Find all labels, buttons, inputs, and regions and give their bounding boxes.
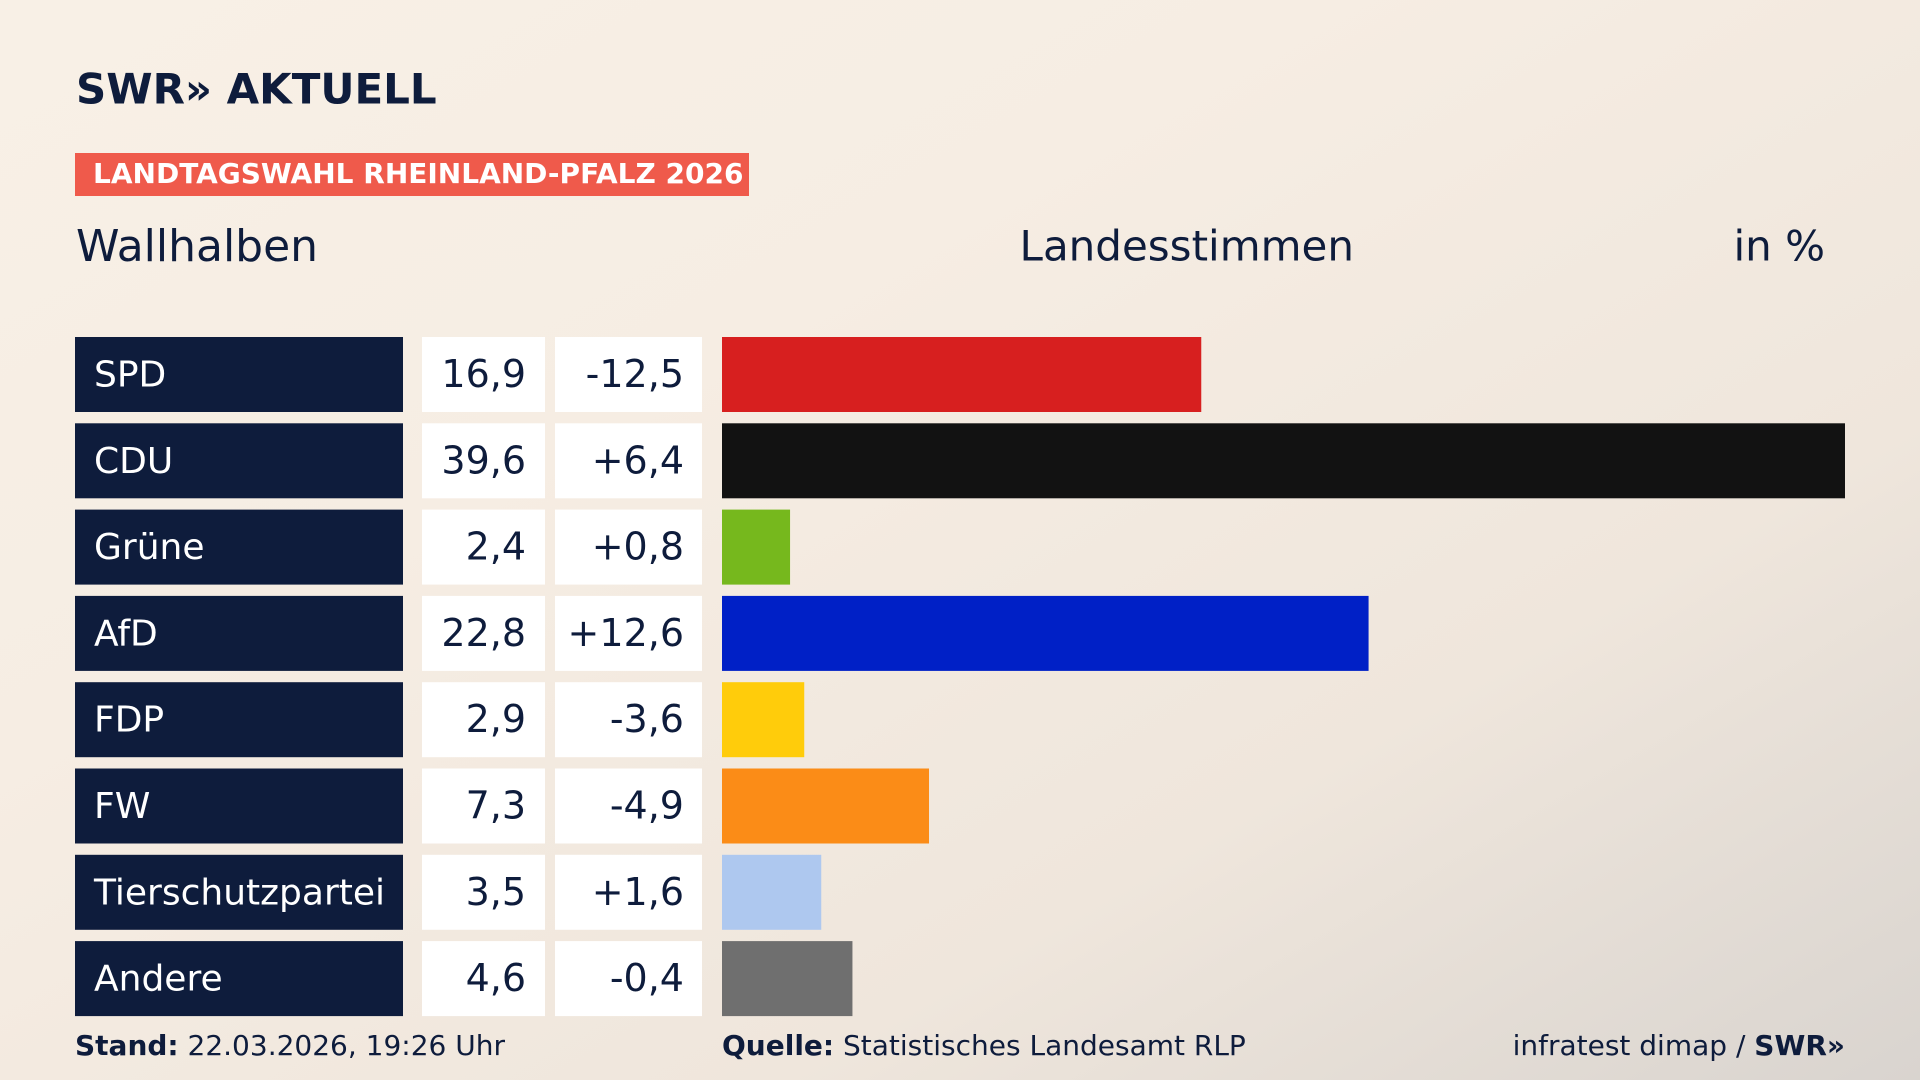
party-box bbox=[75, 682, 403, 758]
change-label: +0,8 bbox=[592, 525, 684, 569]
change-label: -12,5 bbox=[586, 352, 684, 396]
tag-box bbox=[75, 153, 749, 196]
change-label: +1,6 bbox=[592, 870, 684, 914]
change-cell bbox=[555, 768, 702, 844]
brand: SWR» AKTUELL bbox=[76, 65, 437, 114]
value-label: 22,8 bbox=[441, 611, 526, 655]
bar bbox=[722, 941, 853, 1017]
source-label: Quelle: bbox=[722, 1029, 834, 1062]
value-label: 4,6 bbox=[466, 956, 526, 1000]
footer-source: Quelle: Statistisches Landesamt RLP bbox=[722, 1029, 1246, 1062]
credit: infratest dimap / bbox=[1513, 1029, 1746, 1062]
bar bbox=[722, 854, 822, 930]
value-cell bbox=[422, 941, 545, 1017]
subtitle: Landesstimmen bbox=[1020, 222, 1354, 271]
value-cell bbox=[422, 595, 545, 671]
change-label: +6,4 bbox=[592, 438, 684, 482]
party-name: Andere bbox=[94, 959, 223, 1000]
value-label: 16,9 bbox=[441, 352, 526, 396]
chart-title: Wallhalben bbox=[76, 221, 318, 272]
change-cell bbox=[555, 682, 702, 758]
bar bbox=[722, 595, 1369, 671]
party-box bbox=[75, 595, 403, 671]
value-cell bbox=[422, 682, 545, 758]
value-cell bbox=[422, 423, 545, 499]
value-label: 3,5 bbox=[466, 870, 526, 914]
footer-stand: Stand: 22.03.2026, 19:26 Uhr bbox=[75, 1029, 505, 1062]
value-cell bbox=[422, 768, 545, 844]
bar bbox=[722, 509, 791, 585]
value-cell bbox=[422, 337, 545, 412]
party-name: Tierschutzpartei bbox=[93, 872, 385, 913]
change-cell bbox=[555, 941, 702, 1017]
change-cell bbox=[555, 423, 702, 499]
unit: in % bbox=[1733, 222, 1825, 271]
value-cell bbox=[422, 854, 545, 930]
tag: LANDTAGSWAHL RHEINLAND-PFALZ 2026 bbox=[93, 157, 743, 190]
credit-brand: SWR» bbox=[1754, 1029, 1845, 1062]
change-label: -4,9 bbox=[610, 784, 684, 828]
change-cell bbox=[555, 854, 702, 930]
change-label: +12,6 bbox=[568, 611, 684, 655]
party-name: SPD bbox=[94, 355, 166, 396]
source: Statistisches Landesamt RLP bbox=[843, 1029, 1246, 1062]
bar bbox=[722, 768, 930, 844]
party-name: FDP bbox=[94, 700, 164, 741]
stand-label: Stand: bbox=[75, 1029, 179, 1062]
change-label: -3,6 bbox=[610, 697, 684, 741]
change-cell bbox=[555, 337, 702, 412]
change-cell bbox=[555, 595, 702, 671]
party-box bbox=[75, 509, 403, 585]
change-label: -0,4 bbox=[610, 956, 684, 1000]
party-box bbox=[75, 854, 403, 930]
party-name: AfD bbox=[94, 613, 158, 654]
bar bbox=[722, 423, 1845, 499]
party-name: CDU bbox=[94, 441, 173, 482]
party-name: FW bbox=[94, 786, 150, 827]
value-cell bbox=[422, 509, 545, 585]
bar bbox=[722, 337, 1202, 412]
party-name: Grüne bbox=[94, 527, 204, 568]
value-label: 2,4 bbox=[466, 525, 526, 569]
party-box bbox=[75, 423, 403, 499]
value-label: 2,9 bbox=[466, 697, 526, 741]
party-box bbox=[75, 337, 403, 412]
party-box bbox=[75, 768, 403, 844]
change-cell bbox=[555, 509, 702, 585]
value-label: 39,6 bbox=[441, 438, 526, 482]
footer-credit: infratest dimap / SWR» bbox=[1513, 1029, 1845, 1062]
party-box bbox=[75, 941, 403, 1017]
value-label: 7,3 bbox=[466, 784, 526, 828]
stand: 22.03.2026, 19:26 Uhr bbox=[188, 1029, 506, 1062]
bar bbox=[722, 682, 805, 758]
